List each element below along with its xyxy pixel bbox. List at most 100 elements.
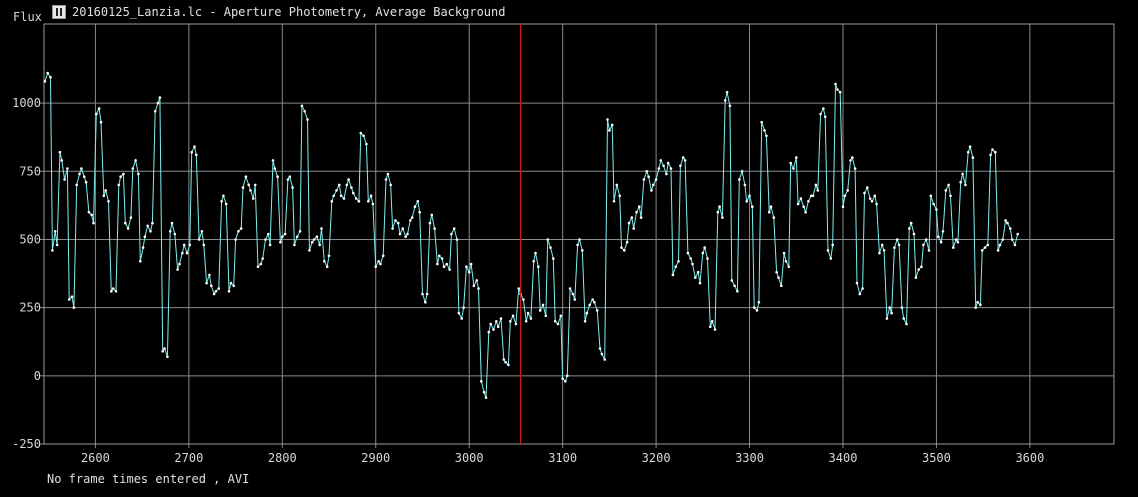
data-point [991,148,994,151]
data-point [436,262,439,266]
data-point [377,260,380,263]
data-point [467,270,471,274]
data-point [330,200,334,203]
data-point [716,210,720,214]
data-point [153,110,157,113]
data-point [78,172,81,176]
data-point [247,183,250,187]
data-point [306,118,309,121]
data-point [677,260,680,263]
lightcurve-app-icon[interactable] [52,5,66,19]
data-point [952,246,955,249]
data-point [618,194,621,198]
data-point [556,322,560,326]
data-point [433,227,436,230]
data-point [956,240,960,244]
data-point [114,290,118,293]
data-point [357,200,361,203]
data-point [595,309,599,312]
data-point [924,238,928,241]
data-point [469,262,473,266]
data-point [87,210,91,214]
data-point [354,197,358,200]
data-point [873,194,877,198]
data-point [777,276,780,279]
data-point [549,246,552,249]
series-layer [43,71,1019,399]
data-point [671,273,675,277]
data-point [642,178,646,181]
data-point [134,159,137,162]
data-point [241,186,245,189]
data-point [639,216,643,219]
data-point [553,320,557,323]
data-point [829,257,833,260]
data-point [496,325,500,329]
data-point [222,194,225,198]
data-point [796,202,800,206]
x-tick-label: 2700 [174,451,203,465]
data-point [1004,219,1007,222]
status-text: No frame times entered , AVI [47,472,250,486]
data-point [834,82,837,86]
data-point [60,159,64,162]
data-point [698,281,702,285]
data-point [176,268,179,271]
data-point [261,257,265,260]
data-point [713,328,717,331]
data-point [82,175,86,178]
data-point [394,219,397,222]
data-point [413,205,417,208]
x-tick-label: 2900 [361,451,390,465]
data-point [912,232,916,236]
data-point [244,175,248,178]
data-point [279,240,282,244]
data-point [755,309,759,312]
data-point [849,159,852,162]
data-point [1010,238,1014,241]
data-point [571,292,575,296]
data-point [338,183,341,187]
data-point [163,347,166,350]
y-tick-label: 500 [19,232,41,246]
data-point [559,314,563,318]
data-point [524,320,528,323]
data-point [730,279,734,282]
data-point [51,249,54,252]
data-point [526,311,530,315]
data-point [767,210,771,214]
data-point [816,189,820,192]
data-point [927,249,931,252]
data-point [922,243,925,247]
data-point [232,284,235,288]
data-point [787,265,791,269]
data-point [416,200,420,203]
data-point [738,178,741,181]
data-point [149,230,152,233]
data-point [352,191,355,195]
data-point [1016,232,1019,236]
data-point [259,262,263,266]
data-point [638,205,641,208]
data-point [502,358,506,361]
data-point [994,150,997,154]
data-point [137,172,140,176]
data-point [425,292,429,296]
data-point [679,164,682,168]
data-point [897,243,901,247]
data-point [795,156,798,159]
data-point [961,172,964,176]
data-point [318,243,322,247]
data-point [748,194,751,198]
y-tick-label: 250 [19,301,41,315]
data-point [99,120,103,124]
data-point [1006,221,1009,225]
data-point [384,178,388,181]
data-point [686,251,690,255]
data-point [406,232,409,236]
data-point [389,183,393,187]
data-point [200,230,204,233]
data-point [652,183,655,187]
data-point [630,216,634,219]
